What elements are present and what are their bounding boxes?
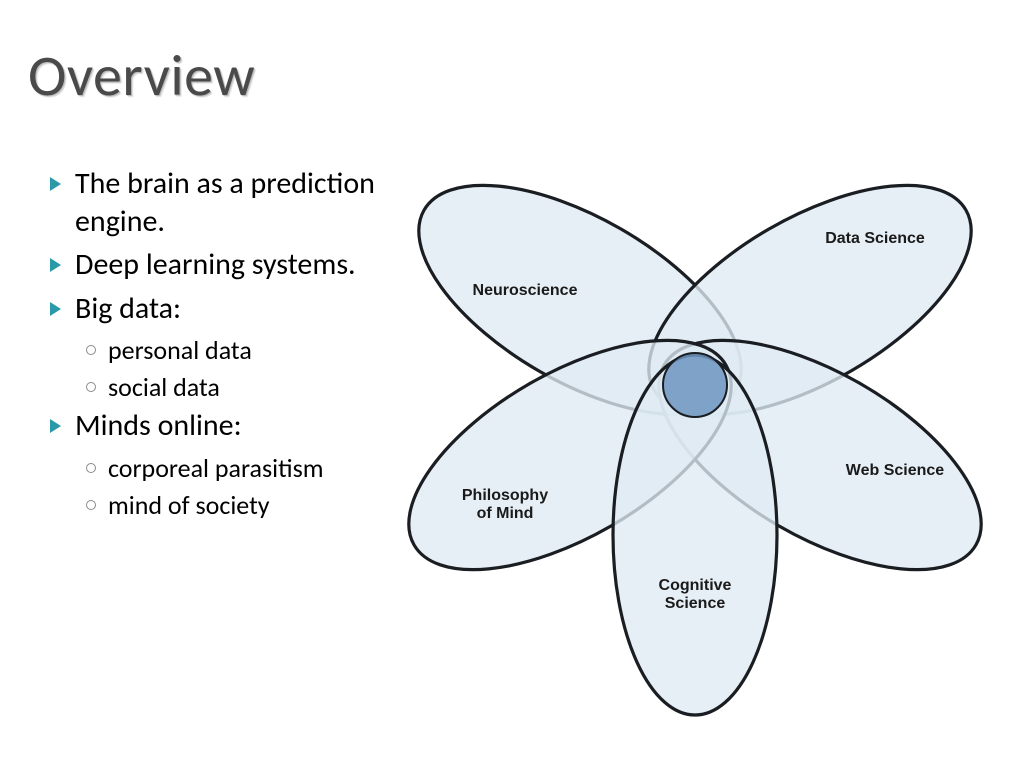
circle-bullet-icon [86, 345, 96, 355]
circle-bullet-icon [86, 382, 96, 392]
slide-title: Overview [28, 40, 255, 111]
circle-bullet-icon [86, 463, 96, 473]
bullet-text: social data [108, 370, 220, 405]
petal-label-cognitive-science: CognitiveScience [659, 577, 732, 612]
bullet-text: Minds online: [75, 407, 242, 445]
triangle-bullet-icon [50, 302, 61, 316]
bullet-text: Big data: [75, 290, 181, 328]
bullet-text: Deep learning systems. [75, 246, 356, 284]
petal-label-neuroscience: Neuroscience [473, 282, 578, 299]
venn-diagram: NeuroscienceData ScienceWeb SciencePhilo… [365, 135, 1024, 755]
triangle-bullet-icon [50, 177, 61, 191]
triangle-bullet-icon [50, 419, 61, 433]
bullet-text: mind of society [108, 488, 270, 523]
slide: Overview The brain as a prediction engin… [0, 0, 1024, 768]
triangle-bullet-icon [50, 258, 61, 272]
petal-label-data-science: Data Science [825, 230, 925, 247]
bullet-text: personal data [108, 333, 252, 368]
circle-bullet-icon [86, 500, 96, 510]
venn-center [663, 353, 727, 417]
petal-label-web-science: Web Science [846, 462, 945, 479]
bullet-text: corporeal parasitism [108, 451, 324, 486]
